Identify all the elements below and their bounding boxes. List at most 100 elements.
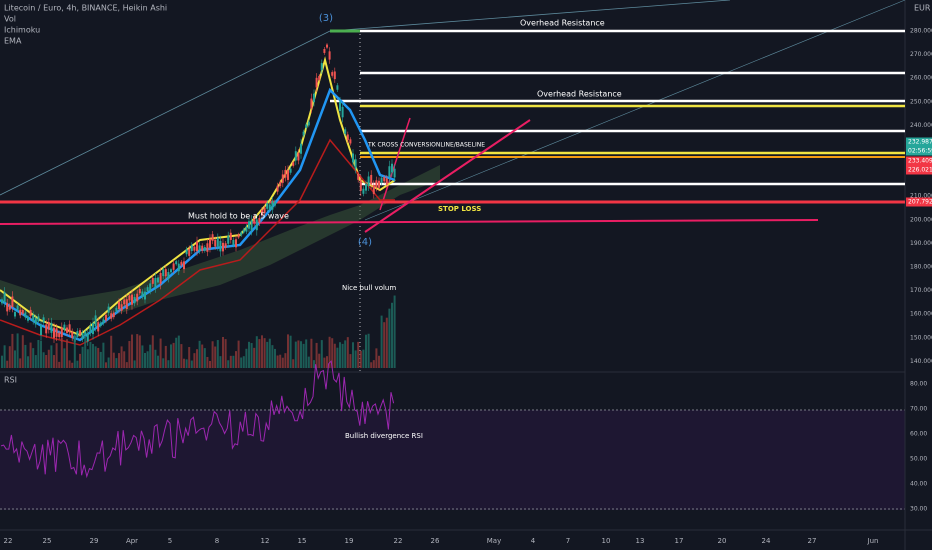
indicator: Ichimoku bbox=[4, 26, 40, 35]
volume-bar bbox=[346, 337, 349, 368]
candle bbox=[177, 263, 180, 272]
price-label: 170.000 bbox=[910, 287, 932, 294]
rsi-label: 50.00 bbox=[910, 456, 927, 463]
time-label: 13 bbox=[636, 537, 645, 545]
candle bbox=[354, 159, 357, 169]
volume-bar bbox=[297, 340, 300, 368]
time-label: 7 bbox=[566, 537, 570, 545]
candle bbox=[60, 327, 63, 338]
candle bbox=[193, 246, 196, 251]
volume-bar bbox=[71, 362, 74, 368]
volume-bar bbox=[370, 362, 373, 368]
volume-bar bbox=[118, 353, 120, 368]
candle bbox=[154, 277, 157, 288]
volume-bar bbox=[198, 340, 201, 368]
price-label: 150.000 bbox=[910, 334, 932, 341]
candle bbox=[326, 44, 328, 48]
volume-bar bbox=[372, 360, 375, 368]
volume-bar bbox=[385, 317, 388, 368]
price-tag: 207.792 bbox=[908, 199, 932, 206]
candle bbox=[55, 328, 58, 337]
volume-bar bbox=[196, 349, 198, 368]
volume-bar bbox=[255, 336, 258, 368]
volume-bar bbox=[146, 351, 149, 368]
volume-bar bbox=[3, 345, 6, 368]
candle bbox=[263, 207, 266, 214]
volume-bar bbox=[133, 360, 136, 368]
candle bbox=[292, 162, 295, 166]
volume-bar bbox=[112, 352, 115, 368]
trend-line bbox=[329, 0, 731, 32]
candle bbox=[344, 129, 347, 134]
volume-bar bbox=[201, 344, 204, 368]
candle bbox=[34, 317, 37, 325]
price-tag-bg bbox=[906, 137, 932, 147]
annotation: TK CROSS CONVERSIONLINE/BASELINE bbox=[367, 142, 485, 149]
candles bbox=[1, 43, 396, 346]
volume-bar bbox=[268, 338, 271, 368]
time-label: 4 bbox=[531, 537, 536, 545]
candle bbox=[365, 183, 367, 191]
volume-bar bbox=[292, 359, 295, 368]
volume-bar bbox=[253, 347, 256, 368]
currency: EUR bbox=[914, 4, 931, 13]
volume-bar bbox=[203, 348, 206, 368]
volume-bar bbox=[151, 335, 154, 368]
volume-bar bbox=[120, 346, 123, 368]
candle bbox=[294, 151, 297, 161]
volume-bar bbox=[339, 342, 341, 368]
candle bbox=[118, 301, 120, 310]
support-line bbox=[0, 219, 819, 225]
candle bbox=[248, 221, 250, 229]
volume-bar bbox=[289, 335, 292, 368]
candle bbox=[310, 98, 313, 109]
volume-bar bbox=[229, 355, 232, 368]
candle bbox=[240, 232, 243, 236]
time-label: 29 bbox=[90, 537, 99, 545]
baseline bbox=[0, 87, 396, 342]
volume-bar bbox=[37, 340, 40, 368]
candle bbox=[341, 106, 344, 118]
volume-bar bbox=[172, 342, 175, 368]
candle bbox=[159, 273, 162, 284]
volume-bar bbox=[328, 336, 331, 368]
volume-bar bbox=[206, 356, 209, 368]
time-label: Apr bbox=[126, 537, 138, 545]
candle bbox=[6, 303, 9, 312]
candle bbox=[128, 295, 131, 301]
candle bbox=[380, 177, 383, 183]
candle bbox=[84, 331, 87, 336]
candle bbox=[53, 327, 55, 338]
volume-bar bbox=[81, 346, 84, 368]
candle bbox=[268, 204, 271, 210]
time-label: 15 bbox=[298, 537, 307, 545]
volume-bar bbox=[219, 356, 222, 368]
volume-bar bbox=[216, 340, 219, 368]
volume-bar bbox=[154, 349, 157, 368]
candle bbox=[305, 124, 308, 128]
candle bbox=[3, 292, 6, 303]
trend-line bbox=[364, 119, 531, 233]
volume-bar bbox=[214, 346, 217, 368]
candle bbox=[279, 181, 282, 187]
volume-bar bbox=[388, 308, 391, 368]
time-label: May bbox=[487, 537, 501, 545]
candle bbox=[141, 291, 144, 297]
volume-bar bbox=[47, 349, 50, 368]
candle bbox=[352, 153, 354, 163]
volume-bar bbox=[19, 358, 22, 368]
volume-bar bbox=[341, 343, 344, 368]
price-tag: 233.409 bbox=[908, 158, 932, 165]
volume-bar bbox=[188, 347, 191, 368]
price-tag-bg bbox=[906, 197, 932, 207]
indicator: EMA bbox=[4, 37, 22, 46]
candle bbox=[1, 299, 3, 304]
volume-bar bbox=[123, 351, 126, 368]
candle bbox=[216, 237, 219, 247]
candle bbox=[167, 271, 170, 279]
volume-bar bbox=[274, 348, 276, 368]
volume-bar bbox=[245, 348, 248, 368]
volume-bar bbox=[211, 341, 214, 368]
time-label: 27 bbox=[808, 537, 817, 545]
candle bbox=[50, 322, 53, 333]
